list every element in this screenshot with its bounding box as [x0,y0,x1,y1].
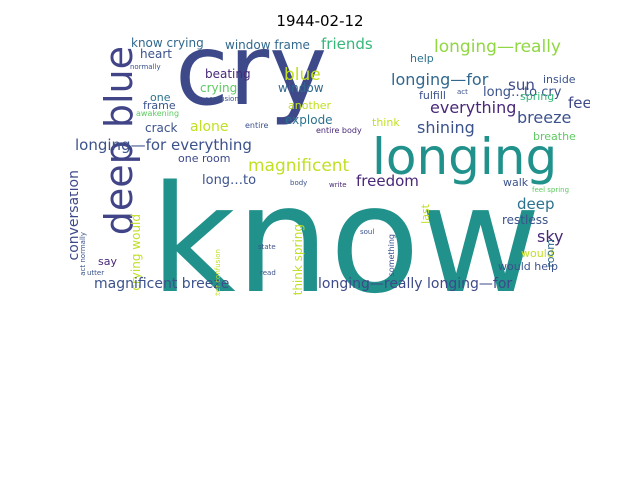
cloud-word: beating [205,67,251,81]
cloud-word: would help [498,260,559,273]
cloud-word: fulfill [419,89,446,102]
cloud-word: heart [140,47,172,61]
chart-title: 1944-02-12 [276,12,364,30]
cloud-word: longing—for everything [75,136,252,154]
cloud-word: window [278,81,324,95]
cloud-word: everything [430,98,517,117]
cloud-word: one [150,91,171,104]
cloud-word: cry [175,34,328,128]
cloud-word: breeze [517,108,572,127]
cloud-word: blue [284,65,321,85]
cloud-word: longing—really [434,37,561,57]
cloud-word: something [387,234,396,277]
cloud-word: think [372,116,400,129]
cloud-word: act [457,88,468,96]
cloud-word: know [150,154,542,296]
cloud-word: confusion [205,95,239,103]
cloud-word: sun [508,76,535,94]
cloud-word: spring [520,90,555,103]
cloud-word: body [290,179,308,187]
cloud-word: utter confusion [214,249,222,296]
cloud-word: would [521,247,554,260]
cloud-word: crack [145,121,178,135]
cloud-word: magnificent [248,156,350,176]
cloud-word: another [288,99,332,112]
cloud-word: state [258,243,276,251]
cloud-word: friends [321,35,373,53]
cloud-word: window frame [225,38,310,52]
cloud-word: awakening [136,109,180,118]
cloud-word: magnificent breeze [94,276,230,292]
cloud-word: deep [517,195,555,213]
cloud-word: inside [543,73,576,86]
cloud-word: utter [87,269,105,277]
cloud-word: last [419,204,432,224]
cloud-word: one room [178,152,231,165]
cloud-word: crying [200,81,238,95]
cloud-word: sky [537,227,564,246]
cloud-word: soul [360,228,375,236]
cloud-word: freedom [356,172,419,190]
cloud-word: act normally [79,232,87,276]
word-cloud: know cry longing deep blue know crying heart w… [70,34,590,296]
cloud-word: help [410,52,434,65]
cloud-word: breathe [533,130,576,143]
cloud-word: normally [130,63,161,71]
cloud-word: restless [502,213,549,227]
cloud-word: feel spring [532,186,570,194]
cloud-word: long…to cry [483,85,562,100]
cloud-word: longing [372,128,558,186]
cloud-word: feel [568,94,590,112]
cloud-word: alone [190,119,229,135]
cloud-word: entire body [316,126,362,135]
cloud-word: know crying [131,36,204,50]
cloud-word: longing—really longing—for [318,276,513,292]
cloud-word: write [329,181,347,189]
cloud-word: frame [143,99,176,112]
cloud-word: explode [285,113,333,127]
cloud-word: think spring [291,224,305,296]
cloud-word: long…to [202,173,257,188]
cloud-word: read [260,269,276,277]
cloud-word: walk [503,176,529,189]
cloud-word: say [98,255,117,268]
cloud-word: entire [245,121,269,130]
cloud-word: shining [417,118,475,137]
cloud-word: longing—for [391,70,489,89]
